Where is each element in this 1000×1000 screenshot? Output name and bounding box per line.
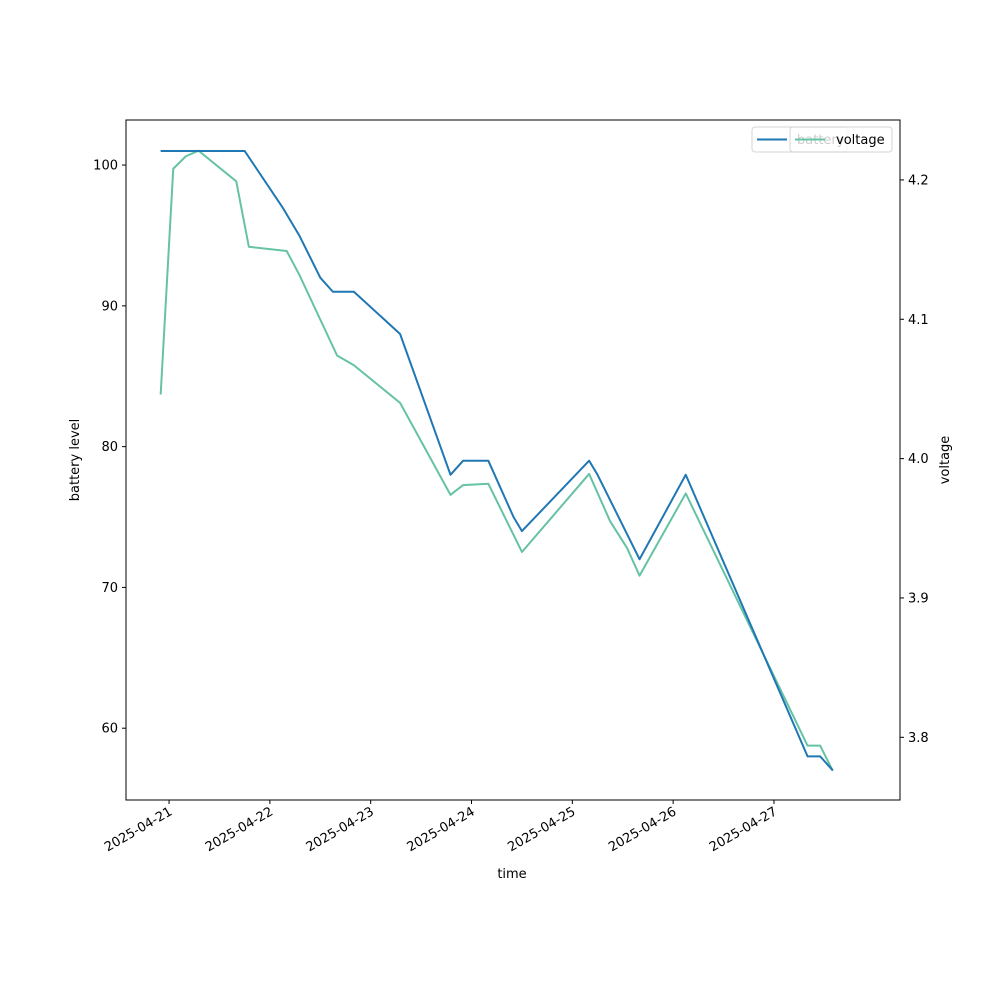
x-axis-label: time [497,867,526,882]
y-right-tick-label: 4.0 [908,452,929,467]
y-right-tick-label: 3.8 [908,731,929,746]
y-right-tick-label: 3.9 [908,591,929,606]
y-left-tick-label: 70 [101,581,118,596]
legend-voltage-frame [789,126,893,153]
y-left-tick-label: 60 [101,722,118,737]
legend-voltage: voltage [789,126,893,153]
legend-voltage-label: voltage [836,133,885,148]
y-right-tick-label: 4.2 [908,173,929,188]
y-right-tick-label: 4.1 [908,313,929,328]
plot-area [159,149,834,772]
y-left-tick-label: 90 [101,299,118,314]
axes-frame [125,119,901,801]
series-line-voltage [159,149,834,772]
series-line-battery [160,149,834,772]
y-axis-right-label: voltage [938,436,953,485]
y-left-tick-label: 100 [93,159,118,174]
y-axis-left-label: battery level [68,419,83,502]
y-left-tick-label: 80 [101,440,118,455]
